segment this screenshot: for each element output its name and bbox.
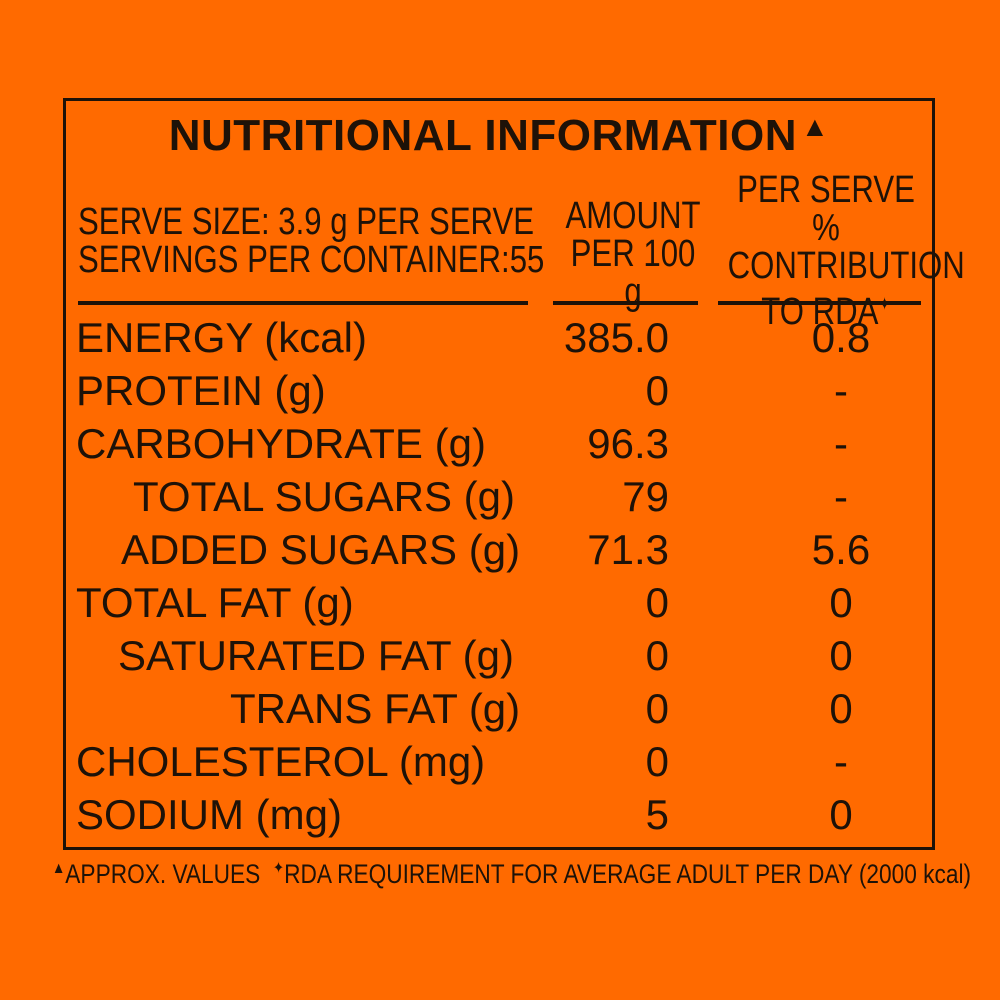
title-text: NUTRITIONAL INFORMATION [168, 111, 798, 160]
amount-value: 71.3 [587, 526, 669, 573]
nutrient-label: CARBOHYDRATE (g) [76, 420, 486, 467]
approx-symbol-icon: ▲ [801, 111, 830, 142]
amount-value: 0 [645, 579, 669, 626]
rda-value: 0.8 [811, 314, 871, 361]
servings-per-container: SERVINGS PER CONTAINER:55 [78, 239, 545, 281]
serve-size: SERVE SIZE: 3.9 g PER SERVE [78, 201, 535, 243]
table-row: PROTEIN (g) 0 - [66, 364, 932, 417]
table-row: CARBOHYDRATE (g) 96.3 - [66, 417, 932, 470]
nutrient-label: TOTAL FAT (g) [76, 579, 354, 626]
rda-value: 0 [829, 791, 853, 838]
amount-value: 79 [622, 473, 669, 520]
rda-header-line: TO RDA [761, 291, 879, 333]
header-divider [553, 301, 698, 305]
nutrient-label: SODIUM (mg) [76, 791, 342, 838]
header-divider [718, 301, 921, 305]
amount-column-header: AMOUNT PER 100 g [563, 197, 702, 311]
nutrient-table: ENERGY (kcal) 385.0 0.8 PROTEIN (g) 0 - … [66, 311, 932, 841]
nutrient-label: CHOLESTEROL (mg) [76, 738, 486, 785]
nutrient-label: PROTEIN (g) [76, 367, 326, 414]
amount-value: 0 [645, 632, 669, 679]
amount-value: 385.0 [563, 314, 669, 361]
rda-symbol-icon: ✦ [272, 860, 285, 877]
nutrition-panel: NUTRITIONAL INFORMATION ▲ SERVE SIZE: 3.9… [63, 98, 965, 850]
panel-title: NUTRITIONAL INFORMATION ▲ [66, 111, 932, 161]
amount-value: 0 [645, 738, 669, 785]
nutrient-label: ADDED SUGARS (g) [121, 526, 521, 573]
table-row: SODIUM (mg) 5 0 [66, 788, 932, 841]
serving-info: SERVE SIZE: 3.9 g PER SERVE SERVINGS PER… [78, 203, 544, 279]
amount-value: 5 [645, 791, 669, 838]
footnote: ▲APPROX. VALUES ✦RDA REQUIREMENT FOR AVE… [52, 858, 971, 890]
rda-value: - [834, 738, 848, 785]
rda-header-line: PER SERVE % [737, 169, 915, 249]
rda-value: - [834, 473, 848, 520]
nutrient-label: TRANS FAT (g) [230, 685, 521, 732]
table-row: CHOLESTEROL (mg) 0 - [66, 735, 932, 788]
nutrient-label: SATURATED FAT (g) [118, 632, 514, 679]
nutrient-label: ENERGY (kcal) [76, 314, 367, 361]
approx-symbol-icon: ▲ [52, 860, 66, 877]
rda-value: 0 [829, 632, 853, 679]
table-row: SATURATED FAT (g) 0 0 [66, 629, 932, 682]
amount-value: 96.3 [587, 420, 669, 467]
amount-header-line: AMOUNT [565, 195, 701, 237]
footnote-approx: APPROX. VALUES [65, 859, 261, 889]
rda-value: - [834, 367, 848, 414]
rda-value: 0 [829, 579, 853, 626]
amount-value: 0 [645, 367, 669, 414]
table-row: TOTAL FAT (g) 0 0 [66, 576, 932, 629]
rda-value: 5.6 [811, 526, 871, 573]
rda-value: - [834, 420, 848, 467]
nutrient-label: TOTAL SUGARS (g) [133, 473, 515, 520]
footnote-rda: RDA REQUIREMENT FOR AVERAGE ADULT PER DA… [284, 859, 972, 889]
rda-column-header: PER SERVE % CONTRIBUTION TO RDA✦ [727, 169, 965, 333]
rda-header-line: CONTRIBUTION [727, 245, 965, 287]
table-row: ADDED SUGARS (g) 71.3 5.6 [66, 523, 932, 576]
rda-value: 0 [829, 685, 853, 732]
amount-value: 0 [645, 685, 669, 732]
header-divider [78, 301, 528, 305]
table-row: ENERGY (kcal) 385.0 0.8 [66, 311, 932, 364]
table-row: TOTAL SUGARS (g) 79 - [66, 470, 932, 523]
table-row: TRANS FAT (g) 0 0 [66, 682, 932, 735]
amount-header-line: PER 100 g [570, 233, 696, 313]
